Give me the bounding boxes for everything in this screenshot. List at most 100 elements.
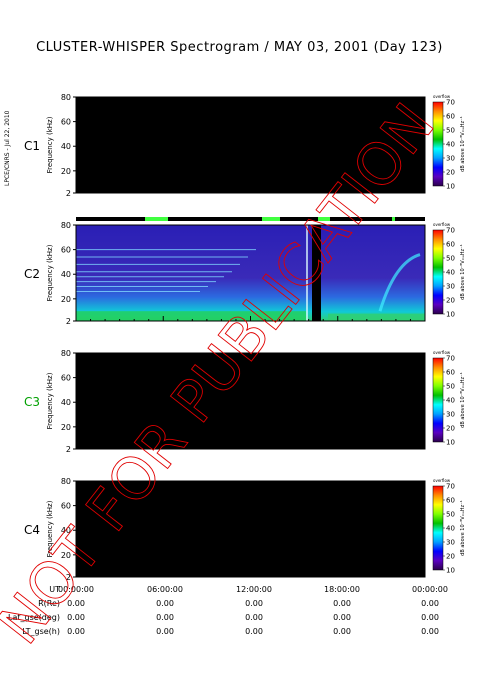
colorbar-label: dB above 10⁻⁸VₘₐHz⁻¹ <box>460 372 466 428</box>
colorbar-tick-label: 50 <box>446 127 455 135</box>
colorbar-tick-label: 70 <box>446 227 455 235</box>
c2-emission-streak <box>306 225 308 321</box>
colorbar-tick-label: 40 <box>446 525 455 533</box>
colorbar-tick-label: 20 <box>446 297 455 305</box>
c2-status-bar <box>76 217 425 221</box>
colorbar-overflow-label: overflow <box>433 94 451 99</box>
colorbar-tick-label: 30 <box>446 411 455 419</box>
y-axis-label: Frequency (kHz) <box>46 372 54 429</box>
y-tick-label: 2 <box>66 445 71 454</box>
footer-row-label: R(Re) <box>38 599 60 608</box>
colorbar-tick-label: 10 <box>446 311 455 319</box>
colorbar-tick-label: 40 <box>446 397 455 405</box>
colorbar-overflow-label: overflow <box>433 478 451 483</box>
c2-low-frequency-band <box>76 311 306 321</box>
c2-status-segment <box>145 217 168 221</box>
footer-value: 06:00:00 <box>147 585 183 594</box>
y-tick-label: 80 <box>61 93 71 102</box>
colorbar-tick-label: 70 <box>446 483 455 491</box>
colorbar-tick-label: 60 <box>446 369 455 377</box>
colorbar <box>432 229 444 315</box>
colorbar-tick-label: 20 <box>446 169 455 177</box>
panel-label: C4 <box>24 523 40 537</box>
colorbar-tick-label: 70 <box>446 99 455 107</box>
colorbar-overflow-label: overflow <box>433 222 451 227</box>
colorbar-tick-label: 30 <box>446 283 455 291</box>
footer-value: 0.00 <box>245 599 263 608</box>
footer-value: 00:00:00 <box>412 585 448 594</box>
footer-value: 0.00 <box>421 627 439 636</box>
y-tick-label: 2 <box>66 573 71 582</box>
colorbar-tick-label: 20 <box>446 553 455 561</box>
c2-emission-curve <box>378 253 421 312</box>
panel-c4-plot-area <box>76 481 425 577</box>
footer-row-label: LT_gse(h) <box>22 627 60 636</box>
colorbar-tick-label: 60 <box>446 497 455 505</box>
y-tick-label: 80 <box>61 349 71 358</box>
c2-data-gap <box>312 225 321 321</box>
c2-status-segment <box>262 217 280 221</box>
colorbar <box>432 485 444 571</box>
footer-value: 0.00 <box>156 613 174 622</box>
c2-status-segment <box>392 217 395 221</box>
y-tick-label: 40 <box>61 142 71 151</box>
y-axis-label: Frequency (kHz) <box>46 244 54 301</box>
footer-value: 00:00:00 <box>58 585 94 594</box>
colorbar-tick-label: 50 <box>446 383 455 391</box>
y-tick-label: 20 <box>61 423 71 432</box>
footer-value: 0.00 <box>156 599 174 608</box>
colorbar <box>432 357 444 443</box>
y-tick-label: 60 <box>61 502 71 511</box>
footer-value: 0.00 <box>245 613 263 622</box>
c2-low-frequency-band <box>328 313 425 321</box>
colorbar-label: dB above 10⁻⁸VₘₐHz⁻¹ <box>460 244 466 300</box>
footer-value: 0.00 <box>333 613 351 622</box>
colorbar-tick-label: 30 <box>446 539 455 547</box>
colorbar-tick-label: 60 <box>446 241 455 249</box>
colorbar-label: dB above 10⁻⁸VₘₐHz⁻¹ <box>460 116 466 172</box>
footer-value: 18:00:00 <box>324 585 360 594</box>
y-tick-label: 20 <box>61 551 71 560</box>
footer-value: 12:00:00 <box>236 585 272 594</box>
y-tick-label: 60 <box>61 374 71 383</box>
y-tick-label: 20 <box>61 167 71 176</box>
footer-value: 0.00 <box>245 627 263 636</box>
y-tick-label: 60 <box>61 118 71 127</box>
panel-label: C1 <box>24 139 40 153</box>
panel-c1-plot-area <box>76 97 425 193</box>
y-tick-label: 40 <box>61 526 71 535</box>
footer-row-label: UT <box>49 585 60 594</box>
panel-label: C2 <box>24 267 40 281</box>
footer-row-label: Lat_gse(deg) <box>8 613 60 622</box>
colorbar-tick-label: 40 <box>446 141 455 149</box>
footer-value: 0.00 <box>67 627 85 636</box>
y-tick-label: 2 <box>66 317 71 326</box>
y-tick-label: 2 <box>66 189 71 198</box>
colorbar-tick-label: 40 <box>446 269 455 277</box>
footer-value: 0.00 <box>421 613 439 622</box>
colorbar-label: dB above 10⁻⁸VₘₐHz⁻¹ <box>460 500 466 556</box>
panel-c3-plot-area <box>76 353 425 449</box>
colorbar-tick-label: 60 <box>446 113 455 121</box>
y-tick-label: 80 <box>61 477 71 486</box>
y-tick-label: 60 <box>61 246 71 255</box>
footer-value: 0.00 <box>421 599 439 608</box>
y-axis-label: Frequency (kHz) <box>46 500 54 557</box>
colorbar-tick-label: 10 <box>446 183 455 191</box>
colorbar-tick-label: 70 <box>446 355 455 363</box>
y-tick-label: 80 <box>61 221 71 230</box>
footer-value: 0.00 <box>67 599 85 608</box>
colorbar-tick-label: 50 <box>446 255 455 263</box>
c2-status-segment <box>318 217 330 221</box>
colorbar-overflow-label: overflow <box>433 350 451 355</box>
colorbar-tick-label: 20 <box>446 425 455 433</box>
y-axis-label: Frequency (kHz) <box>46 116 54 173</box>
y-tick-label: 20 <box>61 295 71 304</box>
colorbar-tick-label: 30 <box>446 155 455 163</box>
footer-value: 0.00 <box>333 599 351 608</box>
colorbar-tick-label: 10 <box>446 439 455 447</box>
